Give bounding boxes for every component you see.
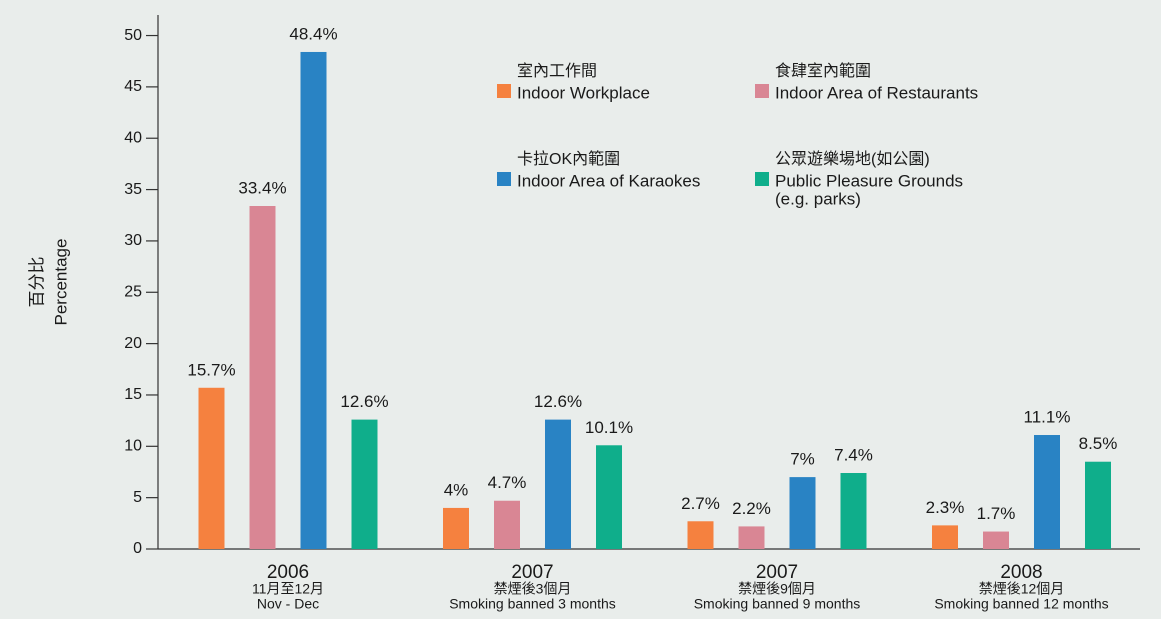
- legend-label: Public Pleasure Grounds: [775, 171, 963, 190]
- bar: [351, 419, 378, 549]
- value-label: 4.7%: [488, 473, 527, 492]
- bar: [1085, 461, 1111, 549]
- x-tick-label: Smoking banned 9 months: [694, 596, 861, 612]
- value-label: 10.1%: [585, 418, 633, 437]
- bar: [738, 526, 765, 549]
- value-label: 2.2%: [732, 499, 771, 518]
- value-label: 7.4%: [834, 445, 873, 464]
- legend-label: Indoor Area of Restaurants: [775, 83, 978, 102]
- legend-label: 室內工作間: [517, 62, 597, 80]
- y-axis-label: 百分比: [27, 257, 46, 308]
- x-tick-label: Smoking banned 3 months: [449, 596, 616, 612]
- x-tick-label: 2008: [1000, 562, 1042, 583]
- bar: [198, 387, 225, 549]
- legend-swatch: [755, 172, 769, 186]
- y-tick-label: 35: [124, 181, 142, 198]
- value-label: 4%: [444, 480, 469, 499]
- y-tick-label: 20: [124, 335, 142, 352]
- bar: [443, 507, 469, 549]
- y-tick-label: 50: [124, 27, 142, 44]
- value-label: 7%: [790, 450, 815, 469]
- x-tick-label: Smoking banned 12 months: [934, 596, 1108, 612]
- bar: [983, 531, 1009, 549]
- y-tick-label: 40: [124, 129, 142, 146]
- legend-label: 公眾遊樂場地(如公園): [775, 150, 930, 168]
- legend-label: 卡拉OK內範圍: [517, 150, 620, 168]
- legend-swatch: [755, 84, 769, 98]
- x-tick-label: 2007: [756, 562, 798, 583]
- value-label: 12.6%: [340, 392, 388, 411]
- y-tick-label: 5: [133, 489, 142, 506]
- legend-swatch: [497, 172, 511, 186]
- bar: [789, 477, 816, 549]
- y-tick-label: 30: [124, 232, 142, 249]
- x-tick-label: Nov - Dec: [257, 596, 319, 612]
- value-label: 33.4%: [238, 178, 286, 197]
- bar: [1034, 435, 1060, 549]
- bar: [596, 445, 622, 549]
- y-axis-label: Percentage: [51, 239, 70, 326]
- bar: [687, 521, 714, 549]
- y-tick-label: 10: [124, 438, 142, 455]
- bar: [840, 473, 867, 549]
- bar: [932, 525, 958, 549]
- y-tick-label: 45: [124, 78, 142, 95]
- value-label: 2.7%: [681, 494, 720, 513]
- y-tick-label: 15: [124, 386, 142, 403]
- value-label: 2.3%: [926, 498, 965, 517]
- legend-label: Indoor Workplace: [517, 83, 650, 102]
- bar: [249, 206, 276, 549]
- x-tick-label: 2007: [511, 562, 553, 583]
- value-label: 1.7%: [977, 504, 1016, 523]
- bar: [494, 500, 520, 549]
- x-tick-label: 禁煙後3個月: [494, 581, 572, 597]
- x-tick-label: 禁煙後12個月: [979, 581, 1065, 597]
- bar: [300, 51, 327, 549]
- legend-swatch: [497, 84, 511, 98]
- value-label: 48.4%: [289, 24, 337, 43]
- bar: [545, 419, 571, 549]
- x-tick-label: 禁煙後9個月: [738, 581, 816, 597]
- value-label: 11.1%: [1024, 407, 1071, 426]
- y-tick-label: 25: [124, 283, 142, 300]
- x-tick-label: 2006: [267, 562, 309, 583]
- legend-label: (e.g. parks): [775, 189, 861, 208]
- value-label: 15.7%: [187, 360, 235, 379]
- value-label: 8.5%: [1079, 434, 1118, 453]
- x-tick-label: 11月至12月: [252, 581, 324, 597]
- legend-label: 食肆室內範圍: [775, 62, 871, 80]
- legend-label: Indoor Area of Karaokes: [517, 171, 700, 190]
- y-tick-label: 0: [133, 540, 142, 557]
- value-label: 12.6%: [534, 392, 582, 411]
